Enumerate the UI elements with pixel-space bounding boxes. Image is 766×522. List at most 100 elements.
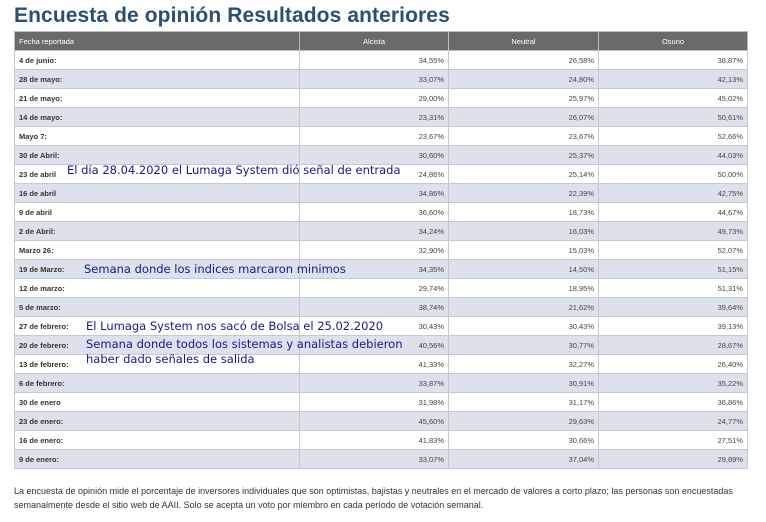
cell-osuno: 39,64% — [598, 297, 748, 317]
cell-osuno: 27,51% — [598, 430, 748, 450]
cell-fecha: 5 de marzo: — [14, 297, 300, 317]
cell-fecha: Mayo 7: — [14, 126, 300, 146]
cell-alcista: 32,90% — [299, 240, 449, 260]
cell-fecha: 2 de Abril: — [14, 221, 300, 241]
cell-fecha: 23 de abril — [14, 164, 300, 184]
cell-alcista: 33,07% — [299, 449, 449, 469]
cell-fecha: 27 de febrero: — [14, 316, 300, 336]
cell-alcista: 23,67% — [299, 126, 449, 146]
cell-neutral: 24,80% — [448, 69, 599, 89]
cell-alcista: 34,35% — [299, 259, 449, 279]
cell-osuno: 49,73% — [598, 221, 748, 241]
cell-alcista: 34,86% — [299, 183, 449, 203]
table-row: 12 de marzo: 29,74% 18,95% 51,31% — [14, 278, 748, 298]
cell-fecha: 13 de febrero: — [14, 354, 300, 374]
cell-alcista: 41,83% — [299, 430, 449, 450]
header-osuno: Osuno — [598, 31, 748, 51]
cell-osuno: 51,31% — [598, 278, 748, 298]
header-alcista: Alcista — [299, 31, 449, 51]
table-row: 13 de febrero: 41,33% 32,27% 26,40% — [14, 354, 748, 374]
table-row: Marzo 26: 32,90% 15,03% 52,07% — [14, 240, 748, 260]
cell-fecha: 30 de Abril: — [14, 145, 300, 165]
cell-alcista: 41,33% — [299, 354, 449, 374]
cell-fecha: 4 de junio: — [14, 50, 300, 70]
cell-neutral: 30,91% — [448, 373, 599, 393]
cell-neutral: 37,04% — [448, 449, 599, 469]
cell-alcista: 38,74% — [299, 297, 449, 317]
cell-neutral: 25,97% — [448, 88, 599, 108]
cell-osuno: 39,13% — [598, 316, 748, 336]
annotation-entrada: El día 28.04.2020 el Lumaga System dió s… — [67, 163, 401, 177]
cell-neutral: 31,17% — [448, 392, 599, 412]
cell-osuno: 44,67% — [598, 202, 748, 222]
annotation-salida-line1: Semana donde todos los sistemas y analis… — [86, 337, 403, 351]
cell-alcista: 33,07% — [299, 69, 449, 89]
cell-fecha: Marzo 26: — [14, 240, 300, 260]
cell-alcista: 30,60% — [299, 145, 449, 165]
cell-osuno: 35,22% — [598, 373, 748, 393]
cell-fecha: 9 de enero: — [14, 449, 300, 469]
cell-neutral: 25,37% — [448, 145, 599, 165]
table-row: 21 de mayo: 29,00% 25,97% 45,02% — [14, 88, 748, 108]
table-row: 28 de mayo: 33,07% 24,80% 42,13% — [14, 69, 748, 89]
table-row: 14 de mayo: 23,31% 26,07% 50,61% — [14, 107, 748, 127]
table-header-row: Fecha reportada Alcista Neutral Osuno — [14, 31, 748, 51]
cell-osuno: 44,03% — [598, 145, 748, 165]
cell-fecha: 16 de abril — [14, 183, 300, 203]
footer-text: La encuesta de opinión mide el porcentaj… — [14, 486, 733, 510]
cell-fecha: 30 de enero — [14, 392, 300, 412]
cell-alcista: 36,60% — [299, 202, 449, 222]
table-row: 16 de abril 34,86% 22,39% 42,75% — [14, 183, 748, 203]
cell-fecha: 21 de mayo: — [14, 88, 300, 108]
cell-neutral: 15,03% — [448, 240, 599, 260]
table-row: 27 de febrero: 30,43% 30,43% 39,13% — [14, 316, 748, 336]
cell-osuno: 52,07% — [598, 240, 748, 260]
results-table: Fecha reportada Alcista Neutral Osuno 4 … — [14, 31, 748, 469]
cell-fecha: 16 de enero: — [14, 430, 300, 450]
table-row: 6 de febrero: 33,87% 30,91% 35,22% — [14, 373, 748, 393]
cell-neutral: 29,63% — [448, 411, 599, 431]
cell-fecha: 6 de febrero: — [14, 373, 300, 393]
cell-alcista: 29,74% — [299, 278, 449, 298]
cell-osuno: 29,89% — [598, 449, 748, 469]
table-row: 23 de enero: 45,60% 29,63% 24,77% — [14, 411, 748, 431]
cell-alcista: 24,86% — [299, 164, 449, 184]
cell-neutral: 30,66% — [448, 430, 599, 450]
cell-fecha: 20 de febrero: — [14, 335, 300, 355]
cell-neutral: 25,14% — [448, 164, 599, 184]
cell-alcista: 40,56% — [299, 335, 449, 355]
table-row: 30 de enero 31,98% 31,17% 36,86% — [14, 392, 748, 412]
cell-neutral: 22,39% — [448, 183, 599, 203]
cell-alcista: 45,60% — [299, 411, 449, 431]
table-row: Mayo 7: 23,67% 23,67% 52,66% — [14, 126, 748, 146]
table-body: 4 de junio: 34,55% 26,58% 38,87% 28 de mayo:… — [14, 50, 748, 469]
cell-osuno: 50,61% — [598, 107, 748, 127]
cell-fecha: 23 de enero: — [14, 411, 300, 431]
cell-alcista: 34,55% — [299, 50, 449, 70]
cell-neutral: 16,03% — [448, 221, 599, 241]
cell-osuno: 28,67% — [598, 335, 748, 355]
cell-osuno: 26,40% — [598, 354, 748, 374]
cell-osuno: 52,66% — [598, 126, 748, 146]
cell-osuno: 42,13% — [598, 69, 748, 89]
cell-neutral: 18,95% — [448, 278, 599, 298]
page-title: Encuesta de opinión Resultados anteriore… — [14, 4, 450, 27]
cell-neutral: 32,27% — [448, 354, 599, 374]
cell-neutral: 30,43% — [448, 316, 599, 336]
annotation-salida-line2: haber dado señales de salida — [86, 352, 255, 366]
cell-osuno: 45,02% — [598, 88, 748, 108]
cell-osuno: 42,75% — [598, 183, 748, 203]
table-row: 16 de enero: 41,83% 30,66% 27,51% — [14, 430, 748, 450]
cell-osuno: 36,86% — [598, 392, 748, 412]
cell-osuno: 50,00% — [598, 164, 748, 184]
header-fecha: Fecha reportada — [14, 31, 300, 51]
cell-fecha: 28 de mayo: — [14, 69, 300, 89]
table-row: 19 de Marzo: 34,35% 14,50% 51,15% — [14, 259, 748, 279]
table-row: 4 de junio: 34,55% 26,58% 38,87% — [14, 50, 748, 70]
cell-neutral: 30,77% — [448, 335, 599, 355]
cell-fecha: 9 de abril — [14, 202, 300, 222]
cell-osuno: 38,87% — [598, 50, 748, 70]
annotation-salida-bolsa: El Lumaga System nos sacó de Bolsa el 25… — [86, 319, 384, 333]
cell-fecha: 19 de Marzo: — [14, 259, 300, 279]
cell-neutral: 26,58% — [448, 50, 599, 70]
